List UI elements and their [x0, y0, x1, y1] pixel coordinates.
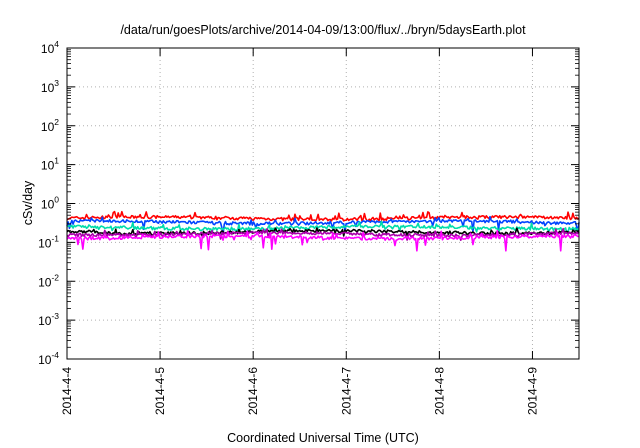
y-tick-label: 102: [41, 117, 59, 134]
x-tick-labels: 2014-4-4 2014-4-5 2014-4-6 2014-4-7 2014-4-8…: [60, 367, 539, 415]
series-line: [66, 220, 580, 235]
series-line: [66, 229, 580, 252]
y-tick-label: 103: [41, 78, 59, 95]
series-lines: [66, 210, 580, 252]
y-tick-label: 10-1: [38, 233, 59, 250]
series-line: [66, 210, 580, 222]
y-tick-label: 10-3: [38, 311, 59, 328]
chart-title: /data/run/goesPlots/archive/2014-04-09/1…: [120, 23, 526, 37]
y-tick-label: 10-2: [38, 272, 59, 289]
x-tick-label: 2014-4-7: [339, 367, 353, 415]
y-tick-label: 100: [41, 195, 59, 212]
x-axis-label: Coordinated Universal Time (UTC): [227, 431, 419, 445]
x-tick-label: 2014-4-9: [525, 367, 539, 415]
x-tick-label: 2014-4-8: [432, 367, 446, 415]
y-tick-label: 10-4: [38, 350, 59, 367]
y-tick-label: 104: [41, 39, 59, 56]
x-tick-label: 2014-4-6: [246, 367, 260, 415]
y-axis-label: cSv/day: [21, 180, 35, 225]
grid: [67, 48, 579, 359]
y-tick-label: 101: [41, 156, 59, 173]
x-tick-label: 2014-4-4: [60, 367, 74, 415]
x-tick-label: 2014-4-5: [153, 367, 167, 415]
ticks: [66, 47, 579, 360]
series-line: [66, 227, 580, 242]
y-tick-labels: 104 103 102 101 100 10-1 10-2 10-3 10-4: [38, 39, 59, 367]
series-line: [66, 215, 580, 236]
